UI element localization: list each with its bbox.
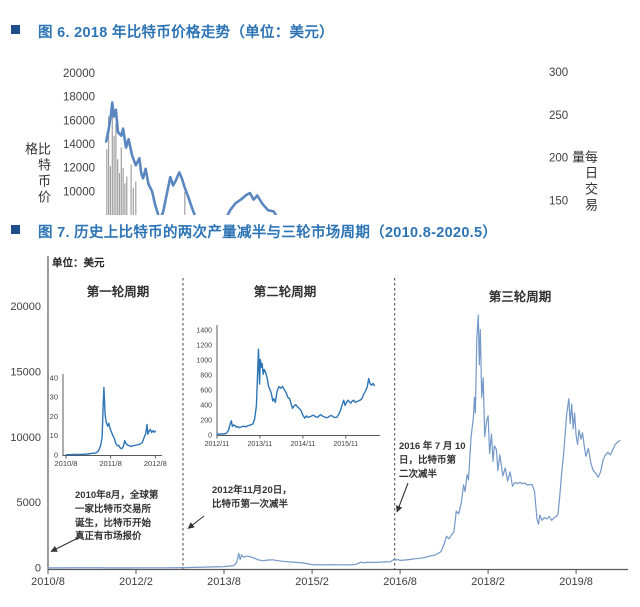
svg-text:200: 200 bbox=[549, 153, 568, 165]
figure6-y-right-axis-label: 每日交易量 bbox=[570, 150, 598, 214]
svg-text:2013/8: 2013/8 bbox=[207, 576, 241, 588]
svg-text:0: 0 bbox=[35, 563, 41, 575]
svg-text:800: 800 bbox=[200, 373, 212, 380]
svg-text:2019/8: 2019/8 bbox=[559, 576, 593, 588]
annotation-second-halving: 2016 年 7 月 10 日，比特币第 二次减半 bbox=[399, 441, 466, 480]
cycle-label-3: 第三轮周期 bbox=[488, 290, 552, 304]
svg-text:2018/2: 2018/2 bbox=[471, 576, 505, 588]
svg-text:14000: 14000 bbox=[63, 139, 95, 151]
svg-text:2010/8: 2010/8 bbox=[31, 576, 65, 588]
cycle-label-2: 第二轮周期 bbox=[253, 285, 317, 299]
svg-text:2015/2: 2015/2 bbox=[295, 576, 329, 588]
svg-text:10: 10 bbox=[50, 431, 58, 440]
svg-text:15000: 15000 bbox=[10, 367, 41, 379]
figure6-title: 图 6. 2018 年比特币价格走势（单位：美元） bbox=[38, 25, 334, 41]
annotation-first-halving: 2012年11月20日， 比特币第一次减半 bbox=[212, 485, 292, 510]
figure6-plot: 20000 18000 16000 14000 12000 10000 300 250 200 1… bbox=[63, 67, 568, 215]
svg-text:20000: 20000 bbox=[63, 68, 95, 80]
svg-text:1400: 1400 bbox=[196, 328, 212, 335]
svg-text:150: 150 bbox=[549, 195, 568, 207]
svg-text:2015/11: 2015/11 bbox=[333, 441, 358, 448]
svg-text:2010/8: 2010/8 bbox=[55, 459, 78, 468]
svg-text:20000: 20000 bbox=[10, 301, 41, 313]
section-bullet-icon bbox=[11, 25, 20, 34]
svg-text:1000: 1000 bbox=[196, 358, 212, 365]
figure6-y-left-axis-label: 比特币价格 bbox=[23, 142, 51, 206]
section-bullet-icon bbox=[11, 225, 20, 234]
svg-text:600: 600 bbox=[200, 388, 212, 395]
figure7-chart: 20000 15000 10000 5000 0 2010/8 2012/2 2013/8 20… bbox=[0, 244, 640, 607]
figure7-unit-label: 单位：美元 bbox=[52, 257, 105, 269]
annotation-arrow-1 bbox=[50, 536, 81, 552]
svg-text:20: 20 bbox=[50, 412, 58, 421]
svg-text:300: 300 bbox=[549, 67, 568, 79]
svg-text:2012/2: 2012/2 bbox=[119, 576, 153, 588]
svg-text:200: 200 bbox=[200, 418, 212, 425]
svg-text:400: 400 bbox=[200, 403, 212, 410]
inset1-axes bbox=[62, 374, 162, 456]
svg-text:0: 0 bbox=[54, 451, 58, 460]
svg-text:30: 30 bbox=[50, 393, 58, 402]
inset2-axes bbox=[216, 325, 380, 436]
svg-text:250: 250 bbox=[549, 110, 568, 122]
svg-text:2012/11: 2012/11 bbox=[205, 441, 230, 448]
annotation-first-exchange: 2010年8月，全球第 一家比特币交易所 诞生，比特币开始 真正有市场报价 bbox=[75, 490, 159, 543]
svg-text:2016/8: 2016/8 bbox=[383, 576, 417, 588]
figure6-chart-layer: 20000 18000 16000 14000 12000 10000 300 250 200 1… bbox=[63, 67, 568, 215]
svg-text:40: 40 bbox=[50, 373, 58, 382]
svg-text:18000: 18000 bbox=[63, 92, 95, 104]
svg-text:2013/11: 2013/11 bbox=[248, 441, 273, 448]
annotation-arrow-3 bbox=[396, 482, 409, 513]
svg-text:2014/11: 2014/11 bbox=[291, 441, 316, 448]
svg-text:10000: 10000 bbox=[10, 432, 41, 444]
svg-text:2012/8: 2012/8 bbox=[144, 459, 167, 468]
svg-text:12000: 12000 bbox=[63, 163, 95, 175]
svg-text:0: 0 bbox=[208, 433, 212, 440]
svg-text:5000: 5000 bbox=[17, 497, 41, 509]
svg-text:10000: 10000 bbox=[63, 186, 95, 198]
figure6-chart: 20000 18000 16000 14000 12000 10000 300 250 200 1… bbox=[0, 58, 640, 215]
annotation-arrow-2 bbox=[187, 515, 205, 529]
svg-text:2011/8: 2011/8 bbox=[99, 459, 121, 468]
svg-text:1200: 1200 bbox=[196, 343, 212, 350]
cycle-label-1: 第一轮周期 bbox=[86, 285, 150, 299]
svg-text:16000: 16000 bbox=[63, 115, 95, 127]
figure7-title: 图 7. 历史上比特币的两次产量减半与三轮市场周期（2010.8-2020.5） bbox=[38, 225, 498, 241]
